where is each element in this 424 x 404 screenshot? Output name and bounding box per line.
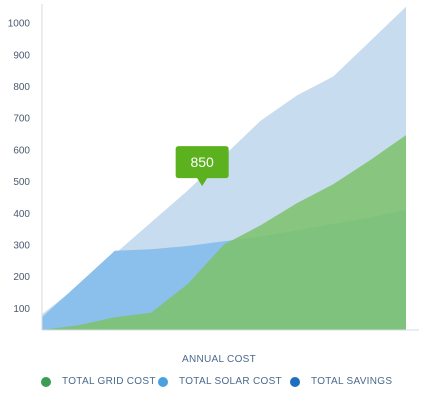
y-tick-label: 900 bbox=[13, 50, 30, 61]
tooltip-bubble bbox=[175, 146, 229, 187]
x-axis-label: ANNUAL COST bbox=[182, 354, 256, 365]
y-tick-label: 700 bbox=[13, 114, 30, 125]
legend-dot-icon bbox=[158, 376, 168, 387]
chart-legend: TOTAL GRID COST TOTAL SOLAR COST TOTAL S… bbox=[0, 376, 424, 396]
y-tick-labels: 100 200 300 400 500 600 700 800 900 1000 bbox=[8, 19, 31, 315]
tooltip-value: 850 bbox=[190, 154, 214, 170]
y-tick-label: 400 bbox=[13, 209, 30, 220]
legend-dot-icon bbox=[41, 376, 51, 387]
y-tick-label: 800 bbox=[13, 82, 30, 93]
y-tick-label: 1000 bbox=[8, 19, 31, 30]
area-total-grid-cost bbox=[42, 135, 406, 330]
y-tick-label: 300 bbox=[13, 240, 30, 251]
y-tick-label: 200 bbox=[13, 272, 30, 283]
legend-label: TOTAL SOLAR COST bbox=[179, 376, 282, 387]
value-tooltip: 850 bbox=[175, 146, 229, 187]
legend-item-solar-cost[interactable]: TOTAL SOLAR COST bbox=[158, 376, 282, 387]
chart-svg: 100 200 300 400 500 600 700 800 900 1000 ANNUAL C… bbox=[8, 4, 419, 365]
legend-dot-icon bbox=[290, 376, 300, 387]
y-tick-label: 500 bbox=[13, 177, 30, 188]
y-tick-label: 100 bbox=[13, 304, 30, 315]
legend-item-grid-cost[interactable]: TOTAL GRID COST bbox=[41, 376, 156, 387]
legend-label: TOTAL GRID COST bbox=[62, 376, 156, 387]
y-tick-label: 600 bbox=[13, 145, 30, 156]
legend-label: TOTAL SAVINGS bbox=[311, 376, 393, 387]
legend-item-savings[interactable]: TOTAL SAVINGS bbox=[290, 376, 392, 387]
